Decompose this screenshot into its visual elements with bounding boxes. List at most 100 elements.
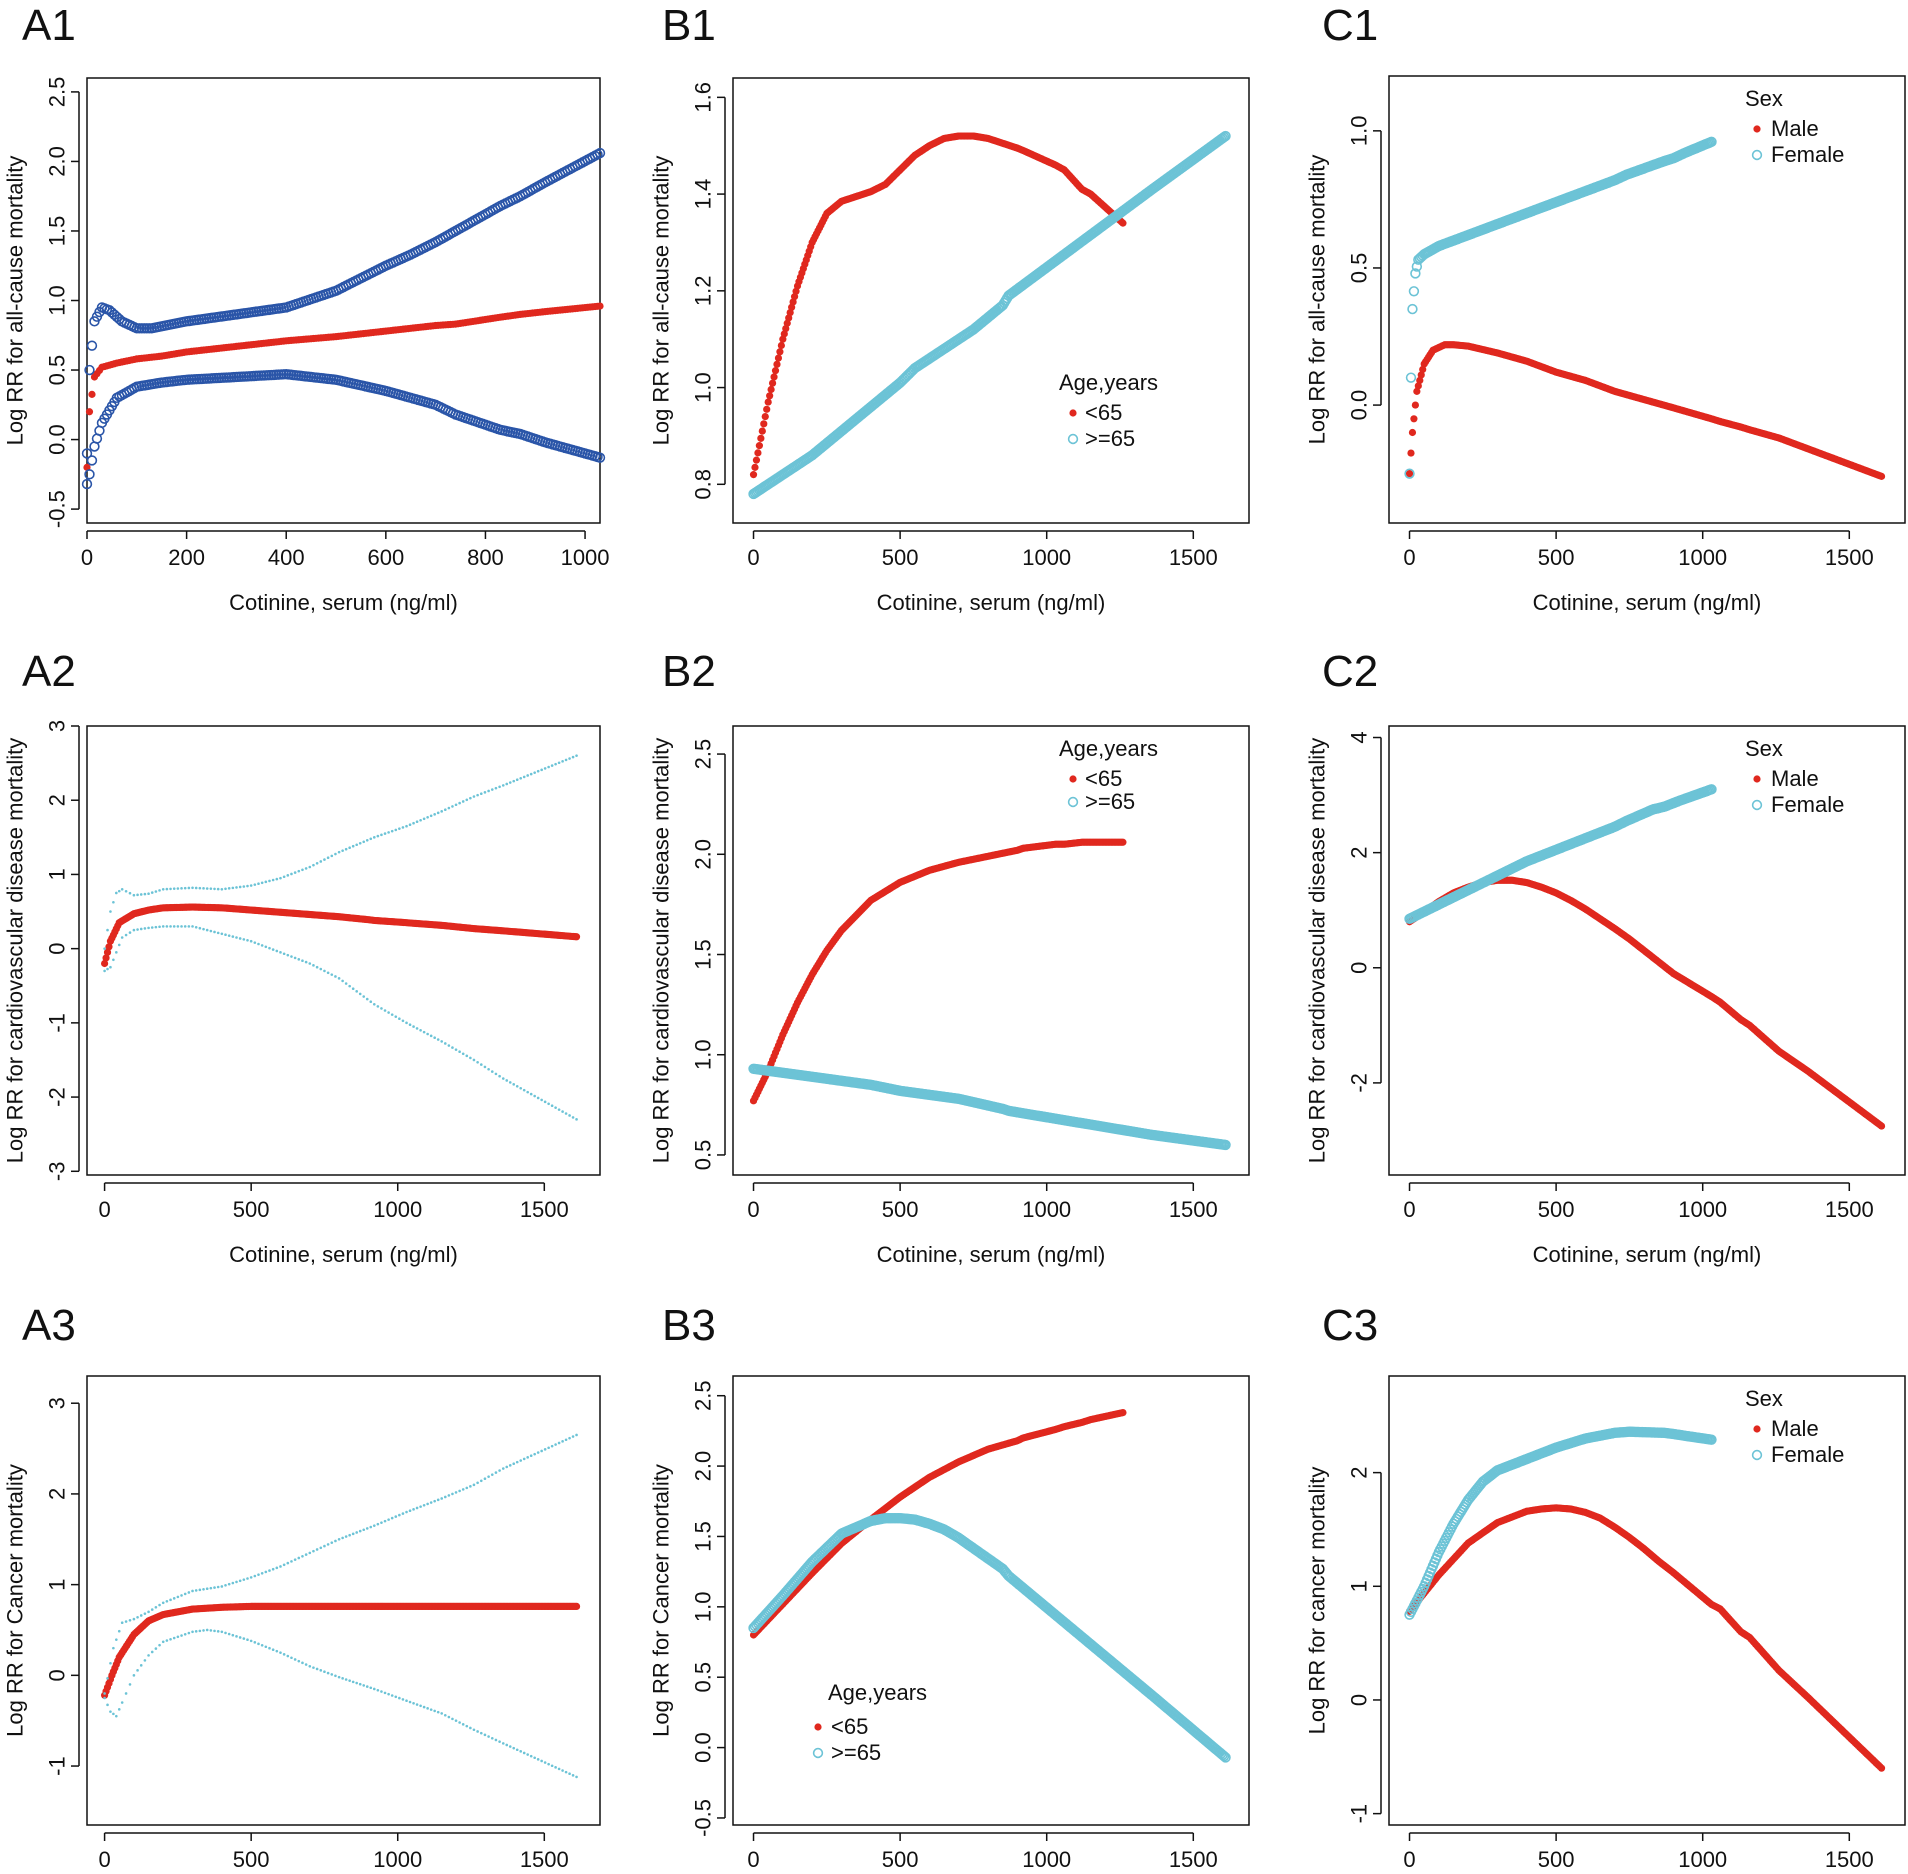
y-tick-label: 0.5 bbox=[691, 1662, 716, 1693]
data-point bbox=[105, 943, 113, 951]
data-point bbox=[279, 951, 282, 954]
x-tick-label: 1000 bbox=[1678, 1197, 1727, 1222]
y-tick-label: 2.0 bbox=[45, 146, 70, 177]
data-point bbox=[315, 1548, 319, 1551]
data-point bbox=[330, 973, 334, 976]
x-tick-label: 0 bbox=[747, 545, 759, 570]
data-point bbox=[183, 1592, 187, 1596]
y-axis-title: Log RR for cardiovascular disease mortal… bbox=[3, 738, 28, 1164]
data-point bbox=[369, 1525, 373, 1529]
data-point bbox=[476, 793, 479, 797]
data-point bbox=[372, 1524, 376, 1527]
data-point bbox=[369, 837, 373, 841]
data-point bbox=[312, 1666, 315, 1669]
series-female bbox=[1404, 136, 1717, 479]
data-point bbox=[433, 1709, 436, 1713]
data-point bbox=[1411, 401, 1419, 409]
data-point bbox=[242, 1578, 246, 1581]
data-point bbox=[290, 955, 293, 958]
data-point bbox=[494, 1738, 498, 1742]
x-axis-title: Cotinine, serum (ng/ml) bbox=[877, 590, 1106, 615]
data-point bbox=[109, 910, 112, 913]
data-point bbox=[169, 1637, 172, 1641]
data-point bbox=[312, 964, 315, 967]
data-point bbox=[180, 1634, 183, 1637]
x-tick-label: 1000 bbox=[373, 1197, 422, 1222]
data-point bbox=[761, 412, 769, 421]
data-point bbox=[362, 1684, 366, 1687]
data-point bbox=[401, 1698, 405, 1701]
data-point bbox=[540, 1759, 543, 1763]
x-tick-label: 500 bbox=[1538, 1847, 1575, 1872]
data-point bbox=[209, 887, 213, 891]
data-point bbox=[476, 1060, 479, 1064]
data-point bbox=[533, 1452, 536, 1456]
y-tick-label: 2 bbox=[45, 1488, 70, 1500]
series-estimate bbox=[100, 903, 581, 968]
data-point bbox=[519, 1750, 523, 1753]
y-axis-title: Log RR for all-cause mortality bbox=[1305, 155, 1330, 445]
data-point bbox=[224, 887, 227, 891]
data-point bbox=[279, 876, 282, 880]
data-point bbox=[109, 1661, 112, 1665]
data-point bbox=[554, 1443, 557, 1446]
data-point bbox=[498, 1740, 501, 1743]
data-point bbox=[426, 1707, 429, 1710]
data-point bbox=[81, 448, 93, 459]
data-point bbox=[187, 886, 191, 890]
data-point bbox=[315, 861, 319, 865]
data-point bbox=[458, 1721, 461, 1724]
x-tick-label: 1000 bbox=[1678, 545, 1727, 570]
data-point bbox=[128, 891, 132, 895]
data-point bbox=[275, 1566, 279, 1570]
data-point bbox=[124, 933, 128, 937]
data-point bbox=[401, 1019, 405, 1023]
data-point bbox=[143, 892, 147, 896]
data-point bbox=[227, 1632, 231, 1636]
data-point bbox=[139, 1614, 143, 1617]
data-point bbox=[533, 1756, 536, 1760]
data-point bbox=[461, 1723, 465, 1726]
data-point bbox=[286, 953, 290, 957]
y-tick-label: 0.0 bbox=[691, 1732, 716, 1763]
data-point bbox=[198, 926, 202, 930]
data-point bbox=[351, 1680, 355, 1684]
data-point bbox=[479, 1063, 483, 1066]
data-point bbox=[505, 1465, 509, 1469]
legend-marker bbox=[812, 1747, 824, 1759]
data-point bbox=[408, 1023, 412, 1027]
y-tick-label: 0.5 bbox=[691, 1140, 716, 1171]
panel-letter: A2 bbox=[22, 647, 76, 696]
data-point bbox=[348, 1533, 351, 1537]
data-point bbox=[238, 885, 242, 889]
data-point bbox=[136, 893, 139, 897]
data-point bbox=[216, 1585, 220, 1589]
x-tick-label: 0 bbox=[1403, 545, 1415, 570]
data-point bbox=[501, 784, 505, 787]
data-point bbox=[362, 995, 366, 998]
data-point bbox=[109, 1710, 112, 1713]
data-point bbox=[246, 1577, 249, 1580]
data-point bbox=[758, 427, 766, 435]
data-point bbox=[355, 843, 358, 847]
x-tick-label: 1500 bbox=[520, 1847, 569, 1872]
plot-frame bbox=[1388, 1375, 1906, 1826]
data-point bbox=[172, 887, 176, 891]
y-tick-label: 3 bbox=[45, 720, 70, 732]
data-point bbox=[479, 1479, 483, 1483]
data-point bbox=[764, 398, 772, 406]
data-point bbox=[436, 1498, 440, 1502]
data-point bbox=[180, 1594, 183, 1597]
data-point bbox=[120, 936, 124, 939]
data-point bbox=[498, 1469, 501, 1472]
data-point bbox=[571, 755, 575, 759]
y-tick-label: 1.4 bbox=[691, 179, 716, 210]
data-point bbox=[376, 834, 380, 838]
data-point bbox=[568, 757, 571, 760]
data-point bbox=[268, 1569, 271, 1572]
data-point bbox=[301, 1554, 304, 1558]
y-tick-label: 2 bbox=[45, 794, 70, 806]
y-tick-label: 1.0 bbox=[691, 1592, 716, 1623]
legend-label: <65 bbox=[1085, 766, 1122, 791]
